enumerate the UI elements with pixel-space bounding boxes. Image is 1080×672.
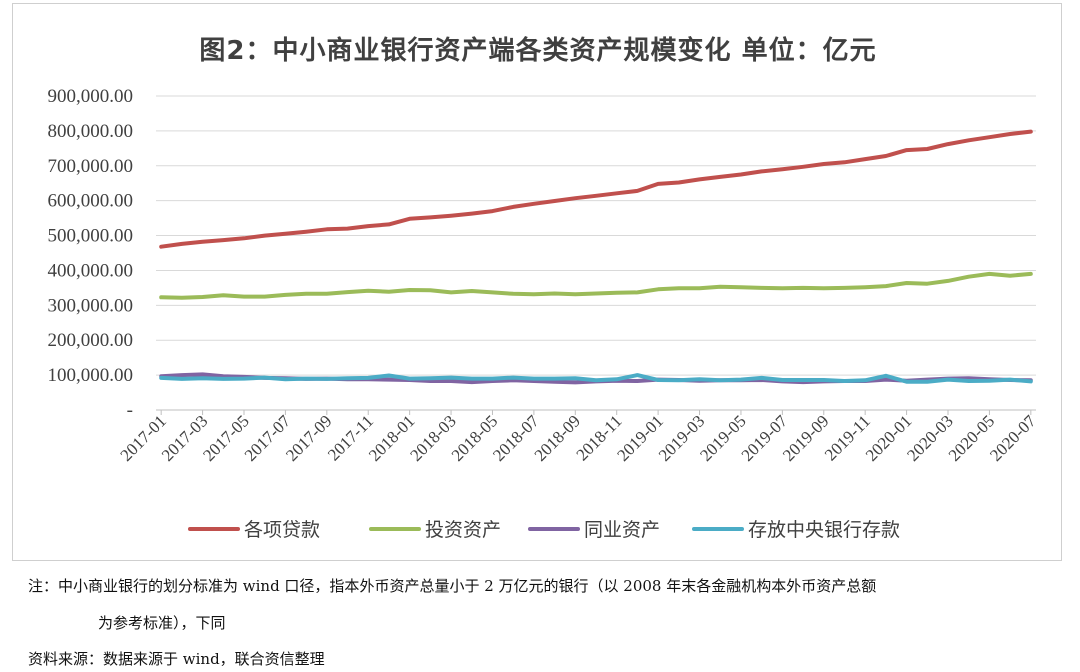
x-tick-label: 2019-09 — [779, 411, 833, 465]
y-tick-label: 800,000.00 — [48, 121, 134, 142]
y-tick-label: 700,000.00 — [48, 156, 134, 177]
series-line — [159, 271, 1033, 300]
legend-label: 投资资产 — [425, 519, 501, 541]
line-chart: - 100,000.00 200,000.00 300,000.00 400,000.0… — [48, 86, 1040, 541]
y-tick-label: 600,000.00 — [48, 191, 134, 212]
y-tick-label: 100,000.00 — [48, 365, 134, 386]
chart-title: 图2：中小商业银行资产端各类资产规模变化 单位：亿元 — [199, 36, 877, 66]
y-tick-label: 300,000.00 — [48, 295, 134, 316]
source-note: 资料来源：数据来源于 wind，联合资信整理 — [28, 650, 325, 668]
y-tick-label: - — [127, 400, 133, 421]
x-tick-label: 2020-07 — [986, 411, 1040, 465]
chart-container: 图2：中小商业银行资产端各类资产规模变化 单位：亿元 - 100,000.00 20… — [12, 3, 1062, 561]
series-line — [159, 129, 1033, 249]
legend-label: 同业资产 — [584, 519, 660, 541]
footnote-line-2: 为参考标准），下同 — [98, 614, 226, 632]
y-tick-label: 900,000.00 — [48, 86, 134, 107]
y-tick-label: 200,000.00 — [48, 330, 134, 351]
footnote-line-1: 注：中小商业银行的划分标准为 wind 口径，指本外币资产总量小于 2 万亿元的… — [28, 577, 877, 595]
legend-label: 存放中央银行存款 — [748, 519, 900, 541]
legend-label: 各项贷款 — [244, 519, 320, 541]
x-tick-label: 2018-09 — [531, 411, 585, 465]
series-line — [159, 373, 1033, 384]
x-tick-label: 2017-09 — [282, 411, 336, 465]
y-tick-label: 400,000.00 — [48, 260, 134, 281]
y-tick-label: 500,000.00 — [48, 226, 134, 247]
